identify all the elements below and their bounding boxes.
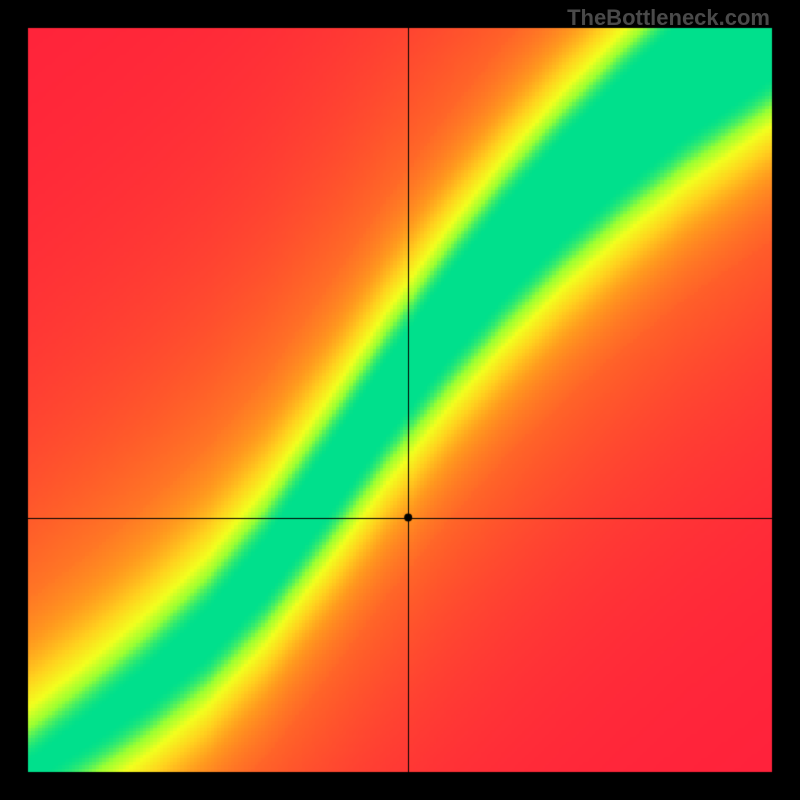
chart-container: TheBottleneck.com — [0, 0, 800, 800]
bottleneck-heatmap — [0, 0, 800, 800]
watermark-text: TheBottleneck.com — [567, 5, 770, 31]
